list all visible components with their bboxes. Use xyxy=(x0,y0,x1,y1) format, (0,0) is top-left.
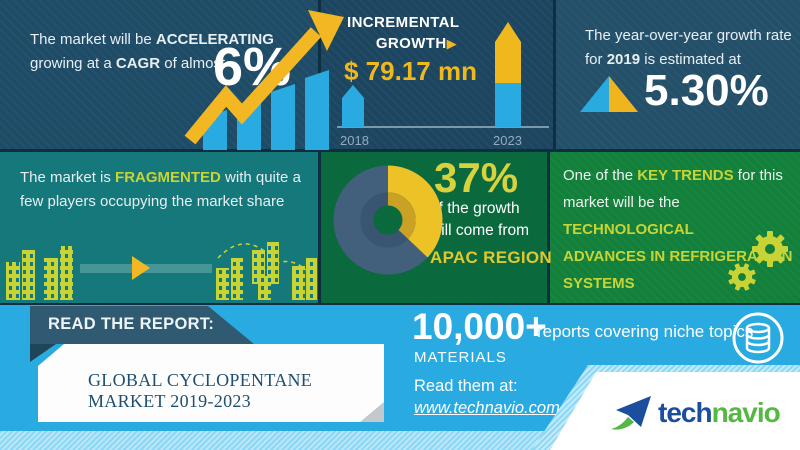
cagr-value: 6% xyxy=(213,37,292,97)
apac-percent: 37% xyxy=(434,154,519,201)
key-trends-statement: One of the KEY TRENDS for this market wi… xyxy=(563,167,793,292)
panel-key-trends xyxy=(550,152,800,303)
report-title: GLOBAL CYCLOPENTANE MARKET 2019-2023 xyxy=(88,370,313,411)
technavio-logo[interactable]: technavio xyxy=(610,394,781,432)
incremental-growth-label-2: GROWTH▶ xyxy=(375,35,457,52)
technavio-url-link[interactable]: www.technavio.com xyxy=(414,399,560,417)
growth-triangle-icon xyxy=(580,76,638,112)
reports-count-sub: MATERIALS xyxy=(414,349,507,366)
incremental-growth-chart: 2018 2023 xyxy=(337,22,549,148)
city-buildings-icon xyxy=(6,242,317,300)
right-arrow-icon: ▶ xyxy=(446,36,457,51)
yoy-statement: The year-over-year growth rate for 2019 … xyxy=(585,27,792,68)
reports-count: 10,000+ xyxy=(412,306,547,347)
year-end-label: 2023 xyxy=(493,133,522,148)
apac-text-1: of the growth xyxy=(430,200,520,217)
incremental-growth-label: INCREMENTAL xyxy=(347,14,460,31)
apac-donut-chart xyxy=(333,165,443,275)
logo-plate: technavio xyxy=(550,372,800,450)
incremental-growth-value: $ 79.17 mn xyxy=(344,56,477,86)
year-start-label: 2018 xyxy=(340,133,369,148)
fragmented-statement: The market is FRAGMENTED with quite a fe… xyxy=(20,169,301,210)
gears-icon xyxy=(728,231,788,291)
reports-count-desc: reports covering niche topics xyxy=(537,322,754,341)
yoy-value: 5.30% xyxy=(644,66,769,115)
brand-wordmark: technavio xyxy=(658,397,781,428)
report-title-card[interactable]: GLOBAL CYCLOPENTANE MARKET 2019-2023 xyxy=(38,344,384,422)
apac-text-2: will come from xyxy=(430,222,530,239)
apac-region-label: APAC REGION xyxy=(430,248,552,267)
database-icon xyxy=(732,312,784,364)
brand-plane-icon xyxy=(611,396,651,430)
cagr-text: The market will be xyxy=(30,31,156,48)
panel-yoy-growth xyxy=(556,0,800,149)
read-the-report-ribbon: READ THE REPORT: xyxy=(30,306,254,344)
ribbon-label: READ THE REPORT: xyxy=(48,315,215,333)
read-them-at-label: Read them at: xyxy=(414,377,518,395)
